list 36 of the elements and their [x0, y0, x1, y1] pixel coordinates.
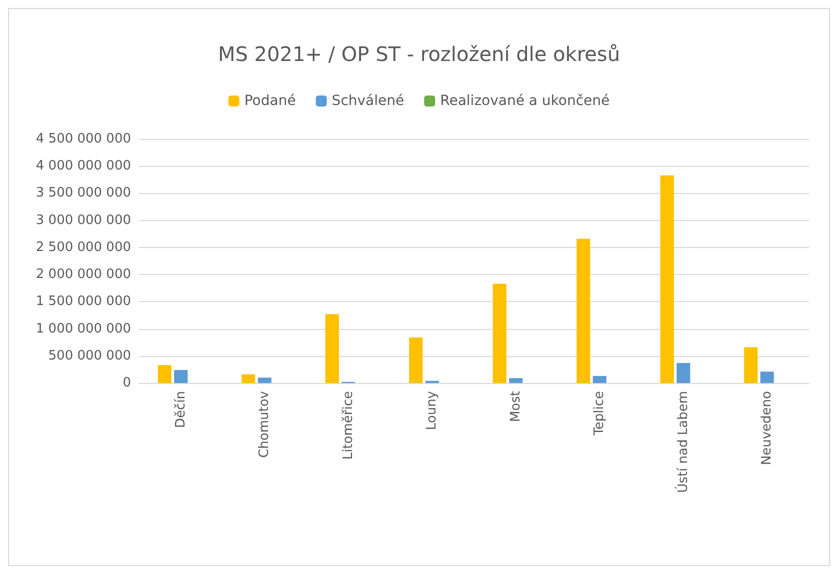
bar — [676, 362, 690, 383]
y-tick-label: 0 — [122, 376, 131, 390]
bar — [509, 378, 523, 383]
y-tick-label: 500 000 000 — [48, 348, 131, 364]
bar — [158, 365, 172, 383]
legend-label: Schválené — [332, 93, 404, 109]
bar — [492, 284, 506, 383]
y-tick-label: 4 000 000 000 — [36, 158, 131, 174]
y-tick-label: 3 000 000 000 — [36, 212, 131, 228]
x-tick-label: Děčín — [173, 391, 188, 428]
bar — [325, 314, 339, 383]
x-tick-label: Chomutov — [257, 390, 272, 458]
bar — [744, 347, 758, 383]
y-tick-label: 1 500 000 000 — [36, 294, 131, 310]
bar — [258, 378, 272, 383]
x-tick-label: Louny — [424, 390, 440, 430]
x-tick-label: Ústí nad Labem — [674, 391, 691, 493]
bar — [242, 374, 256, 383]
bar — [760, 372, 774, 383]
bar — [660, 175, 674, 383]
y-tick-label: 2 500 000 000 — [36, 240, 131, 255]
chart-title: MS 2021+ / OP ST - rozložení dle okresů — [218, 42, 620, 66]
legend-label: Podané — [244, 93, 296, 109]
y-tick-label: 2 000 000 000 — [36, 267, 131, 282]
y-tick-label: 1 000 000 000 — [36, 321, 131, 336]
bar — [174, 370, 188, 383]
y-tick-label: 3 500 000 000 — [36, 186, 131, 201]
x-tick-label: Litoměřice — [340, 391, 356, 460]
bar — [592, 376, 606, 383]
legend-label: Realizované a ukončené — [440, 93, 610, 109]
y-tick-label: 4 500 000 000 — [36, 132, 131, 146]
bar — [409, 337, 423, 383]
bar — [576, 238, 590, 383]
x-tick-label: Most — [508, 391, 524, 422]
x-tick-label: Neuvedeno — [760, 390, 775, 466]
x-tick-label: Teplice — [592, 391, 608, 436]
